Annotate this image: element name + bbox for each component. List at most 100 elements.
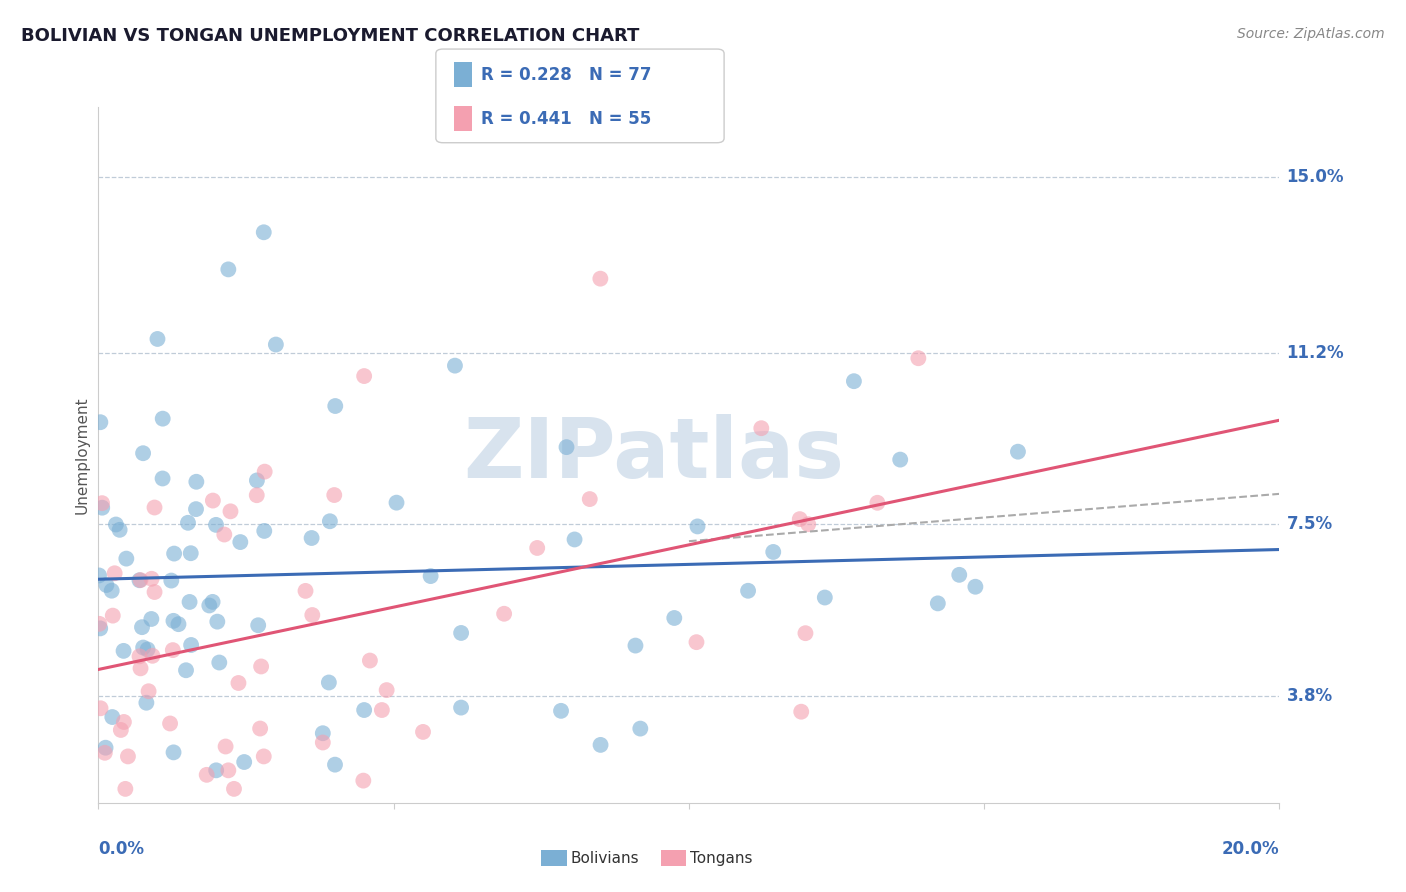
Point bbox=[132, 640, 155, 655]
Point bbox=[444, 359, 467, 373]
Point bbox=[201, 595, 224, 609]
Point bbox=[129, 661, 152, 675]
Point bbox=[207, 615, 229, 629]
Point bbox=[253, 225, 276, 239]
Point bbox=[138, 684, 160, 698]
Point bbox=[301, 531, 323, 545]
Point bbox=[180, 546, 202, 560]
Point bbox=[89, 621, 111, 635]
Point bbox=[217, 764, 239, 778]
Point bbox=[179, 595, 201, 609]
Text: ZIPatlas: ZIPatlas bbox=[463, 415, 844, 495]
Point bbox=[685, 635, 707, 649]
Point bbox=[664, 611, 686, 625]
Point bbox=[555, 440, 578, 454]
Point bbox=[253, 749, 276, 764]
Point bbox=[167, 617, 190, 632]
Point bbox=[866, 496, 889, 510]
Point bbox=[152, 411, 174, 425]
Point bbox=[115, 551, 138, 566]
Point bbox=[141, 572, 163, 586]
Point bbox=[318, 675, 340, 690]
Point bbox=[112, 644, 135, 658]
Point bbox=[112, 714, 135, 729]
Point bbox=[247, 618, 270, 632]
Point bbox=[208, 656, 231, 670]
Text: Tongans: Tongans bbox=[690, 851, 752, 865]
Point bbox=[108, 523, 131, 537]
Point bbox=[359, 654, 381, 668]
Point bbox=[353, 369, 375, 384]
Point bbox=[589, 271, 612, 285]
Point bbox=[965, 580, 987, 594]
Point bbox=[494, 607, 516, 621]
Point bbox=[794, 626, 817, 640]
Point bbox=[174, 663, 197, 677]
Point bbox=[114, 781, 136, 796]
Point bbox=[141, 612, 163, 626]
Point bbox=[450, 700, 472, 714]
Point bbox=[104, 566, 127, 581]
Text: 15.0%: 15.0% bbox=[1286, 168, 1344, 186]
Point bbox=[797, 517, 820, 532]
Point bbox=[246, 488, 269, 502]
Point bbox=[246, 474, 269, 488]
Point bbox=[450, 626, 472, 640]
Point bbox=[253, 465, 276, 479]
Point bbox=[135, 696, 157, 710]
Point bbox=[789, 512, 811, 526]
Point bbox=[162, 643, 184, 657]
Point bbox=[301, 607, 323, 622]
Point bbox=[249, 722, 271, 736]
Point bbox=[948, 567, 970, 582]
Point bbox=[842, 374, 865, 388]
Text: 11.2%: 11.2% bbox=[1286, 344, 1344, 362]
Point bbox=[195, 768, 218, 782]
Point bbox=[141, 648, 163, 663]
Point bbox=[159, 716, 181, 731]
Text: 3.8%: 3.8% bbox=[1286, 687, 1333, 705]
Point bbox=[319, 514, 342, 528]
Point bbox=[89, 616, 111, 631]
Point bbox=[686, 519, 709, 533]
Point bbox=[214, 527, 236, 541]
Point bbox=[323, 399, 346, 413]
Point bbox=[253, 524, 276, 538]
Point bbox=[385, 496, 408, 510]
Point bbox=[143, 585, 166, 599]
Point bbox=[419, 569, 441, 583]
Point bbox=[205, 517, 228, 532]
Point bbox=[131, 620, 153, 634]
Point bbox=[152, 471, 174, 485]
Point bbox=[219, 504, 242, 518]
Point bbox=[100, 583, 122, 598]
Text: Source: ZipAtlas.com: Source: ZipAtlas.com bbox=[1237, 27, 1385, 41]
Point bbox=[229, 535, 252, 549]
Text: BOLIVIAN VS TONGAN UNEMPLOYMENT CORRELATION CHART: BOLIVIAN VS TONGAN UNEMPLOYMENT CORRELAT… bbox=[21, 27, 640, 45]
Point bbox=[89, 415, 111, 429]
Point bbox=[91, 496, 114, 510]
Point bbox=[128, 649, 150, 664]
Text: 7.5%: 7.5% bbox=[1286, 516, 1333, 533]
Point bbox=[96, 578, 118, 592]
Point bbox=[889, 452, 911, 467]
Point bbox=[250, 659, 273, 673]
Point bbox=[628, 722, 651, 736]
Point bbox=[117, 749, 139, 764]
Point bbox=[214, 739, 236, 754]
Point bbox=[762, 545, 785, 559]
Point bbox=[143, 500, 166, 515]
Text: Bolivians: Bolivians bbox=[571, 851, 640, 865]
Point bbox=[1007, 444, 1029, 458]
Point bbox=[136, 642, 159, 657]
Y-axis label: Unemployment: Unemployment bbox=[75, 396, 90, 514]
Point bbox=[222, 781, 245, 796]
Point bbox=[205, 764, 228, 778]
Point bbox=[162, 614, 184, 628]
Point bbox=[352, 773, 374, 788]
Point bbox=[578, 492, 600, 507]
Point bbox=[228, 676, 250, 690]
Point bbox=[564, 533, 586, 547]
Point bbox=[814, 591, 837, 605]
Point bbox=[146, 332, 169, 346]
